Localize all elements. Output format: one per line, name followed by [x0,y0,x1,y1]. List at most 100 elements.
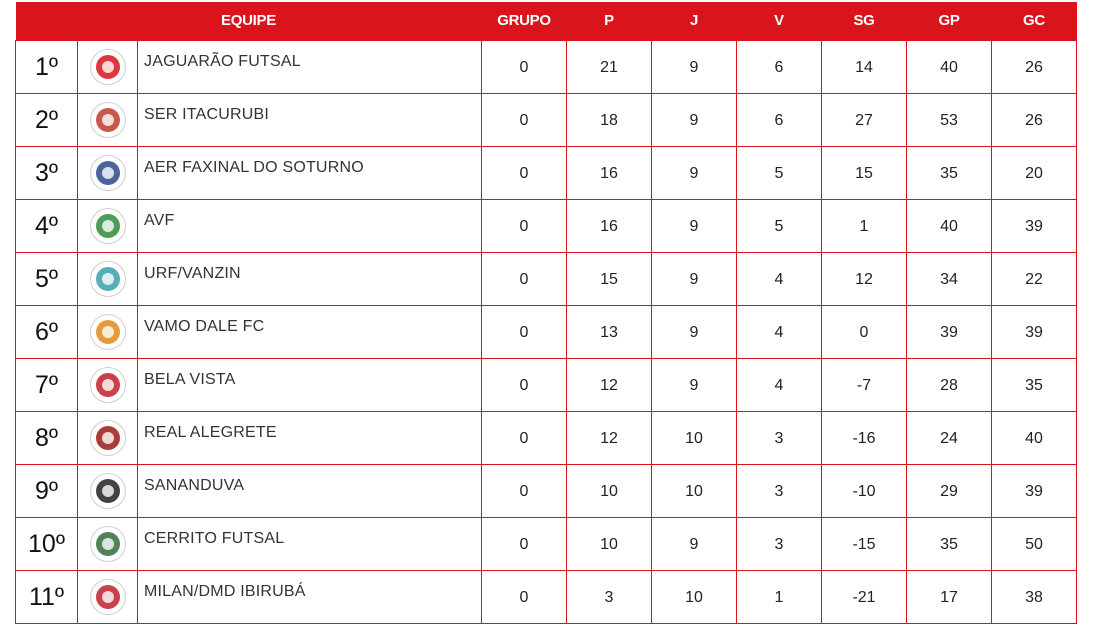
team-name-cell[interactable]: SER ITACURUBI [137,92,482,147]
position-cell: 1º [15,39,78,94]
goals-against-cell-value: 26 [1025,58,1043,76]
wins-cell: 6 [736,92,822,147]
header-goal-difference[interactable]: SG [853,12,875,30]
team-name-cell[interactable]: MILAN/DMD IBIRUBÁ [137,569,482,624]
points-cell-value: 3 [604,588,614,606]
table-row[interactable]: 8º REAL ALEGRETE 0 12 10 3 -16 24 40 [15,410,1077,465]
team-name-cell[interactable]: AVF [137,198,482,253]
header-goals-for[interactable]: GP [938,12,960,30]
team-name-cell[interactable]: JAGUARÃO FUTSAL [137,39,482,94]
team-name-cell[interactable]: URF/VANZIN [137,251,482,306]
wins-cell: 4 [736,304,822,359]
wins-cell: 3 [736,463,822,518]
goals-for-cell-value: 40 [940,217,958,235]
points-cell-value: 15 [600,270,618,288]
table-row[interactable]: 10º CERRITO FUTSAL 0 10 9 3 -15 35 50 [15,516,1077,571]
team-name[interactable]: CERRITO FUTSAL [144,529,285,547]
wins-cell-value: 4 [774,270,784,288]
goal-difference-cell-value: 27 [855,111,873,129]
team-name-cell[interactable]: SANANDUVA [137,463,482,518]
goals-for-cell: 28 [906,357,992,412]
table-row[interactable]: 11º MILAN/DMD IBIRUBÁ 0 3 10 1 -21 17 38 [15,569,1077,624]
team-name[interactable]: SER ITACURUBI [144,105,269,123]
team-name-cell[interactable]: VAMO DALE FC [137,304,482,359]
position-cell-value: 9º [34,477,59,505]
wins-cell: 1 [736,569,822,624]
table-row[interactable]: 2º SER ITACURUBI 0 18 9 6 27 53 26 [15,92,1077,147]
goals-against-cell-value: 20 [1025,164,1043,182]
position-cell: 2º [15,92,78,147]
header-goals-against[interactable]: GC [1023,12,1045,30]
goal-difference-cell: 1 [821,198,907,253]
table-row[interactable]: 4º AVF 0 16 9 5 1 40 39 [15,198,1077,253]
crest-cell [77,516,138,571]
position-cell: 6º [15,304,78,359]
header-games[interactable]: J [689,12,699,30]
games-cell-value: 10 [685,429,703,447]
wins-cell: 6 [736,39,822,94]
table-row[interactable]: 9º SANANDUVA 0 10 10 3 -10 29 39 [15,463,1077,518]
team-name-cell[interactable]: BELA VISTA [137,357,482,412]
position-cell-value: 2º [34,106,59,134]
points-cell: 10 [566,516,652,571]
goals-against-cell-value: 22 [1025,270,1043,288]
goals-against-cell: 35 [991,357,1077,412]
position-cell: 10º [15,516,78,571]
wins-cell-value: 4 [774,323,784,341]
goals-against-cell: 26 [991,92,1077,147]
grupo-cell: 0 [481,304,567,359]
team-name-cell[interactable]: AER FAXINAL DO SOTURNO [137,145,482,200]
points-cell: 15 [566,251,652,306]
team-name[interactable]: VAMO DALE FC [144,317,265,335]
crest-cell [77,410,138,465]
goals-against-cell-value: 40 [1025,429,1043,447]
games-cell-value: 9 [689,270,699,288]
grupo-cell: 0 [481,410,567,465]
goals-against-cell: 22 [991,251,1077,306]
goal-difference-cell: 15 [821,145,907,200]
team-name[interactable]: AER FAXINAL DO SOTURNO [144,158,364,176]
goal-difference-cell: -7 [821,357,907,412]
team-name[interactable]: JAGUARÃO FUTSAL [144,52,301,70]
goals-against-cell: 39 [991,198,1077,253]
position-cell: 4º [15,198,78,253]
position-cell: 9º [15,463,78,518]
position-cell: 5º [15,251,78,306]
table-row[interactable]: 3º AER FAXINAL DO SOTURNO 0 16 9 5 15 35 20 [15,145,1077,200]
header-wins[interactable]: V [774,12,784,30]
team-name[interactable]: BELA VISTA [144,370,236,388]
position-cell-value: 6º [34,318,59,346]
goal-difference-cell: 12 [821,251,907,306]
points-cell-value: 12 [600,429,618,447]
position-cell-value: 10º [28,530,65,558]
team-name[interactable]: REAL ALEGRETE [144,423,277,441]
games-cell-value: 9 [689,111,699,129]
header-team[interactable]: EQUIPE [221,12,276,30]
grupo-cell-value: 0 [519,323,529,341]
table-row[interactable]: 5º URF/VANZIN 0 15 9 4 12 34 22 [15,251,1077,306]
table-row[interactable]: 7º BELA VISTA 0 12 9 4 -7 28 35 [15,357,1077,412]
header-points[interactable]: P [604,12,614,30]
wins-cell-value: 6 [774,58,784,76]
grupo-cell: 0 [481,92,567,147]
wins-cell: 4 [736,251,822,306]
games-cell: 10 [651,463,737,518]
points-cell: 10 [566,463,652,518]
table-row[interactable]: 1º JAGUARÃO FUTSAL 0 21 9 6 14 40 26 [15,39,1077,94]
crest-cell [77,251,138,306]
team-name[interactable]: SANANDUVA [144,476,245,494]
wins-cell: 5 [736,198,822,253]
table-row[interactable]: 6º VAMO DALE FC 0 13 9 4 0 39 39 [15,304,1077,359]
header-grupo[interactable]: GRUPO [497,12,551,30]
team-name[interactable]: URF/VANZIN [144,264,241,282]
goals-for-cell: 35 [906,145,992,200]
goal-difference-cell-value: -7 [856,376,872,394]
goals-against-cell: 39 [991,463,1077,518]
goals-for-cell: 29 [906,463,992,518]
team-name-cell[interactable]: REAL ALEGRETE [137,410,482,465]
team-name[interactable]: MILAN/DMD IBIRUBÁ [144,582,306,600]
team-name[interactable]: AVF [144,211,175,229]
team-name-cell[interactable]: CERRITO FUTSAL [137,516,482,571]
goals-for-cell-value: 34 [940,270,958,288]
standings-table-container: EQUIPE GRUPO P J V SG GP GC 1º JAGUARÃO F… [15,2,1077,624]
